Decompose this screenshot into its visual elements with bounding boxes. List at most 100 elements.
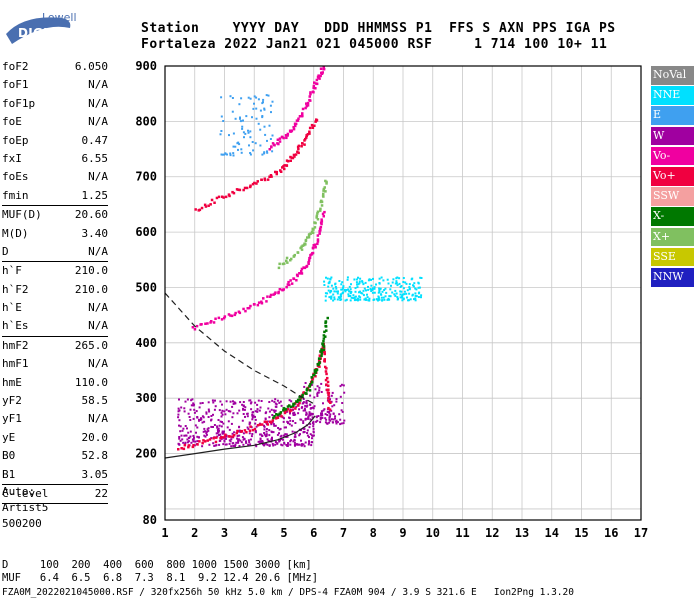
data-point	[375, 298, 378, 301]
data-point	[262, 98, 265, 101]
data-point	[308, 412, 311, 415]
data-point	[220, 318, 224, 321]
data-point	[318, 365, 321, 368]
data-point	[377, 295, 380, 298]
data-point	[231, 97, 234, 99]
data-point	[353, 278, 356, 281]
data-point	[312, 420, 315, 423]
data-point	[239, 439, 242, 442]
data-point	[243, 136, 245, 139]
data-point	[265, 430, 268, 433]
data-point	[251, 428, 255, 432]
data-point	[249, 184, 252, 187]
param-row: yF2 58.5	[2, 392, 108, 410]
data-point	[249, 443, 252, 446]
data-point	[278, 440, 281, 443]
data-point	[240, 151, 243, 154]
data-point	[296, 251, 300, 254]
data-point	[263, 433, 266, 436]
data-point	[235, 431, 238, 435]
data-point	[249, 152, 252, 154]
x-tick-label: 17	[634, 526, 648, 540]
data-point	[313, 369, 317, 372]
data-point	[311, 413, 314, 415]
data-point	[318, 361, 321, 365]
data-point	[303, 143, 306, 146]
data-point	[187, 445, 190, 449]
data-point	[282, 434, 285, 437]
data-point	[325, 383, 328, 386]
data-point	[401, 299, 404, 302]
data-point	[238, 445, 241, 447]
data-point	[281, 262, 285, 266]
data-point	[179, 439, 182, 442]
data-point	[194, 208, 197, 211]
data-point	[356, 297, 359, 300]
data-point	[311, 437, 313, 440]
data-point	[208, 410, 211, 413]
data-point	[289, 412, 291, 415]
data-point	[381, 299, 384, 302]
data-point	[378, 277, 381, 280]
data-point	[259, 433, 262, 436]
data-point	[315, 420, 318, 423]
data-point	[210, 198, 214, 202]
chart-axes: 1 2 3 4 5 6 7 8 9 10 11 12 13 14 15 16 17802003004005006…	[135, 59, 648, 540]
param-name: h`F	[2, 264, 22, 278]
data-point	[298, 401, 301, 405]
param-row: yF1 N/A	[2, 410, 108, 428]
param-value: 265.0	[74, 338, 108, 352]
data-point	[302, 398, 305, 400]
data-point	[205, 412, 208, 415]
data-point	[371, 287, 374, 290]
data-point	[338, 280, 341, 282]
data-point	[270, 423, 273, 426]
data-point	[286, 407, 290, 411]
data-point	[314, 221, 317, 225]
x-tick-label: 4	[251, 526, 258, 540]
data-point	[297, 151, 300, 155]
data-point	[276, 416, 280, 419]
data-point	[221, 413, 224, 416]
data-point	[233, 313, 237, 317]
data-point	[248, 306, 251, 310]
footer-muf-row: MUF 6.4 6.5 6.8 7.3 8.1 9.2 12.4 20.6 [M…	[2, 572, 319, 584]
data-point	[206, 322, 209, 325]
data-point	[333, 298, 336, 301]
data-point	[302, 409, 305, 412]
data-point	[332, 418, 335, 421]
data-point	[341, 281, 344, 284]
data-point	[203, 434, 206, 437]
data-point	[323, 360, 326, 363]
data-point	[300, 444, 303, 447]
data-point	[327, 384, 330, 387]
data-point	[241, 127, 244, 130]
data-point	[409, 298, 412, 301]
data-point	[310, 123, 314, 127]
data-point	[315, 216, 318, 219]
data-point	[303, 407, 306, 410]
data-point	[399, 290, 402, 293]
data-point	[271, 142, 275, 145]
data-point	[410, 278, 413, 281]
data-point	[193, 408, 196, 411]
param-row: M(D) 3.40	[2, 225, 108, 243]
data-point	[219, 133, 222, 136]
data-point	[302, 420, 305, 423]
data-point	[312, 423, 315, 426]
data-point	[304, 417, 307, 420]
data-point	[221, 195, 224, 198]
data-point	[371, 291, 374, 294]
data-point	[395, 280, 398, 283]
param-row: h`Es N/A	[2, 317, 108, 335]
data-point	[349, 288, 352, 291]
data-point	[327, 388, 330, 391]
data-point	[310, 380, 314, 383]
data-point	[324, 295, 327, 298]
data-point	[281, 288, 284, 292]
data-point	[264, 412, 267, 415]
data-point	[311, 227, 314, 231]
data-point	[187, 412, 190, 415]
data-point	[356, 286, 359, 289]
data-point	[352, 294, 355, 297]
